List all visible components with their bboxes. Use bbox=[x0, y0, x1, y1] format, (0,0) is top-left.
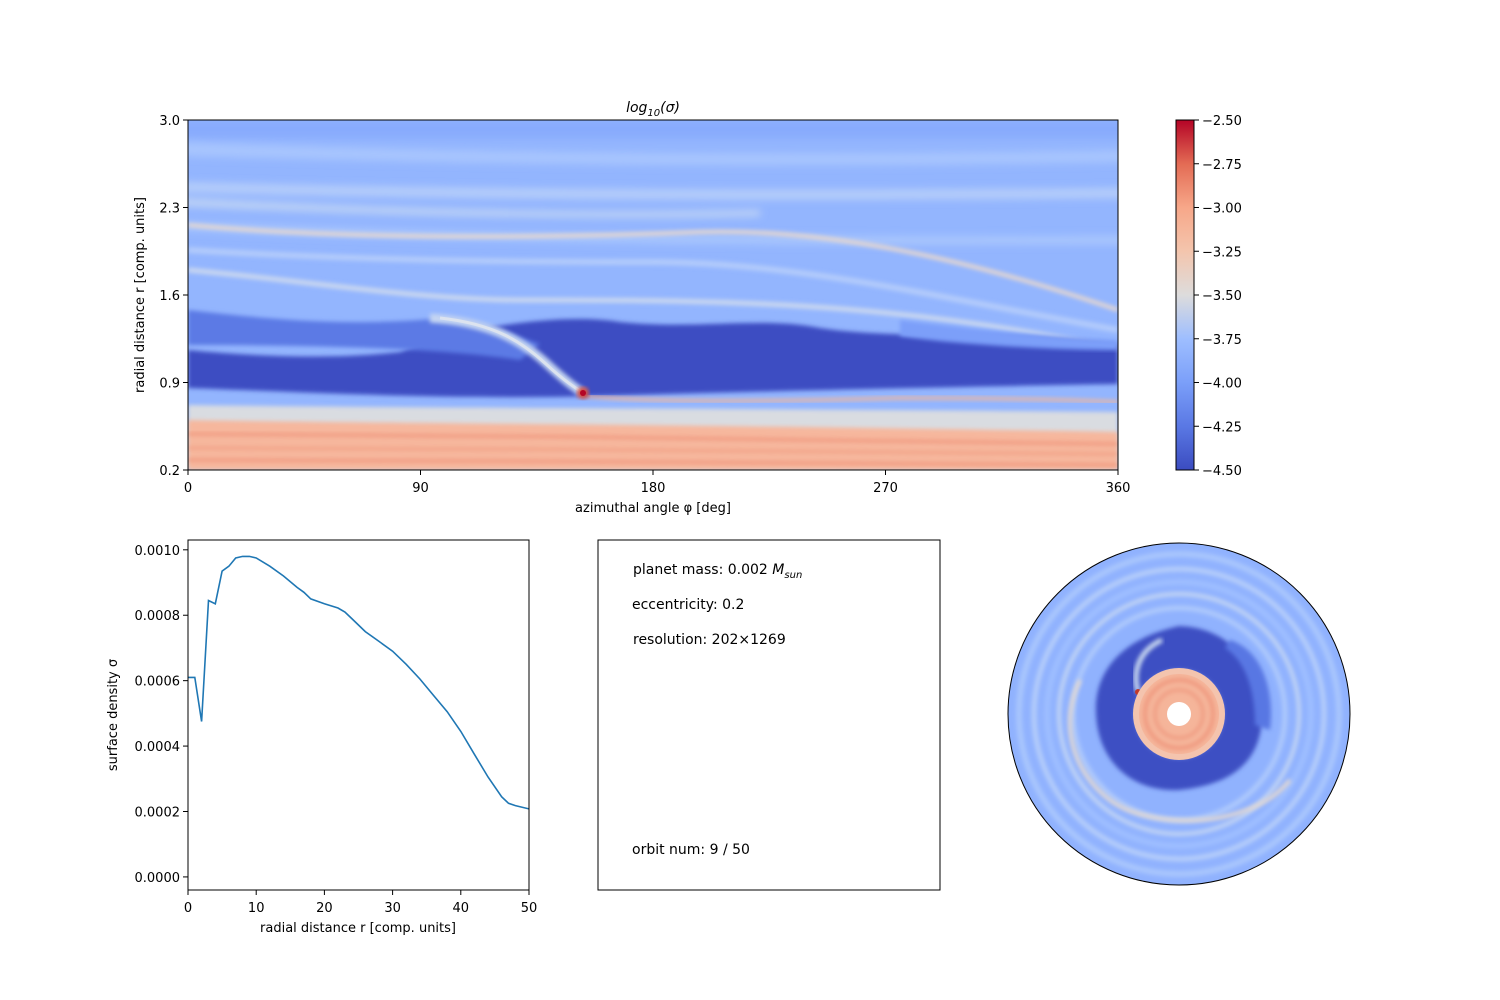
colorbar-tick-label: −2.50 bbox=[1202, 114, 1242, 129]
line-y-tick-label: 0.0000 bbox=[135, 871, 181, 886]
heatmap-xlabel: azimuthal angle φ [deg] bbox=[575, 501, 731, 516]
colorbar-tick-label: −4.50 bbox=[1202, 464, 1242, 479]
line-frame bbox=[187, 539, 530, 891]
colorbar-tick-label: −4.25 bbox=[1202, 420, 1242, 435]
heatmap-x-tick-label: 270 bbox=[873, 481, 898, 496]
heatmap-x-tick-label: 180 bbox=[641, 481, 666, 496]
line-x-tick-label: 50 bbox=[521, 901, 538, 916]
heatmap-x-tick-label: 360 bbox=[1106, 481, 1131, 496]
colorbar-tick-label: −3.50 bbox=[1202, 289, 1242, 304]
heatmap-image bbox=[188, 120, 1118, 470]
line-y-tick-label: 0.0010 bbox=[135, 544, 181, 559]
colorbar-tick-label: −2.75 bbox=[1202, 158, 1242, 173]
line-y-ticks: 0.0000 0.0002 0.0004 0.0006 0.0008 0.0010 bbox=[135, 544, 188, 886]
colorbar-tick-label: −3.25 bbox=[1202, 245, 1242, 260]
line-x-tick-label: 10 bbox=[248, 901, 265, 916]
planet-mass-symbol: M bbox=[772, 562, 785, 578]
orbit-text: orbit num: 9 / 50 bbox=[632, 842, 750, 858]
line-x-tick-label: 30 bbox=[384, 901, 401, 916]
heatmap-ylabel: radial distance r [comp. units] bbox=[133, 197, 148, 393]
heatmap-y-tick-label: 2.3 bbox=[159, 202, 180, 217]
colorbar-gradient bbox=[1175, 119, 1195, 471]
colorbar: −4.50 −4.25 −4.00 −3.75 −3.50 −3.25 −3.00 −2.75… bbox=[1175, 114, 1242, 479]
heatmap-y-tick-label: 0.9 bbox=[159, 377, 180, 392]
heatmap-y-tick-label: 0.2 bbox=[159, 464, 180, 479]
line-y-tick-label: 0.0006 bbox=[135, 675, 181, 690]
eccentricity-text: eccentricity: 0.2 bbox=[632, 597, 745, 613]
series-line bbox=[188, 555, 529, 810]
polar-frame bbox=[1007, 542, 1351, 886]
resolution-text: resolution: 202×1269 bbox=[633, 632, 786, 648]
heatmap-x-tick-label: 0 bbox=[184, 481, 192, 496]
line-panel: 0 10 20 30 40 50 0.00000.00020.00040.00060.00… bbox=[106, 539, 537, 936]
polar-disk bbox=[1007, 542, 1351, 886]
line-x-ticks: 0 10 20 30 40 50 bbox=[184, 890, 537, 916]
info-box bbox=[597, 539, 941, 891]
line-ylabel: surface density σ bbox=[106, 659, 121, 771]
heatmap-y-ticks: 0.2 0.9 1.6 2.3 3.0 bbox=[159, 114, 188, 479]
colorbar-tick-label: −3.00 bbox=[1202, 202, 1242, 217]
heatmap-title-main: log bbox=[626, 100, 647, 116]
heatmap-panel: log10(σ) bbox=[133, 100, 1130, 516]
line-x-tick-label: 20 bbox=[316, 901, 333, 916]
line-x-tick-label: 40 bbox=[453, 901, 470, 916]
planet-mass-prefix: planet mass: 0.002 bbox=[633, 562, 773, 578]
heatmap-title-rest: (σ) bbox=[660, 100, 680, 116]
heatmap-x-tick-label: 90 bbox=[412, 481, 429, 496]
colorbar-ticks: −4.50 −4.25 −4.00 −3.75 −3.50 −3.25 −3.00 −2.75… bbox=[1194, 114, 1242, 479]
heatmap-y-tick-label: 1.6 bbox=[159, 289, 180, 304]
line-xlabel: radial distance r [comp. units] bbox=[260, 921, 456, 936]
heatmap-y-tick-label: 3.0 bbox=[159, 114, 180, 129]
colorbar-tick-label: −3.75 bbox=[1202, 333, 1242, 348]
heatmap-title: log10(σ) bbox=[626, 100, 680, 119]
line-y-tick-label: 0.0008 bbox=[135, 609, 181, 624]
line-x-tick-label: 0 bbox=[184, 901, 192, 916]
planet-mass-sub: sun bbox=[784, 569, 803, 581]
line-y-tick-label: 0.0002 bbox=[135, 805, 181, 820]
heatmap-x-ticks: 0 90 180 270 360 bbox=[184, 470, 1131, 496]
heatmap-title-sub: 10 bbox=[647, 108, 660, 119]
line-y-tick-label: 0.0004 bbox=[135, 740, 181, 755]
planet-mass-text: planet mass: 0.002 Msun bbox=[633, 562, 802, 581]
colorbar-tick-label: −4.00 bbox=[1202, 377, 1242, 392]
